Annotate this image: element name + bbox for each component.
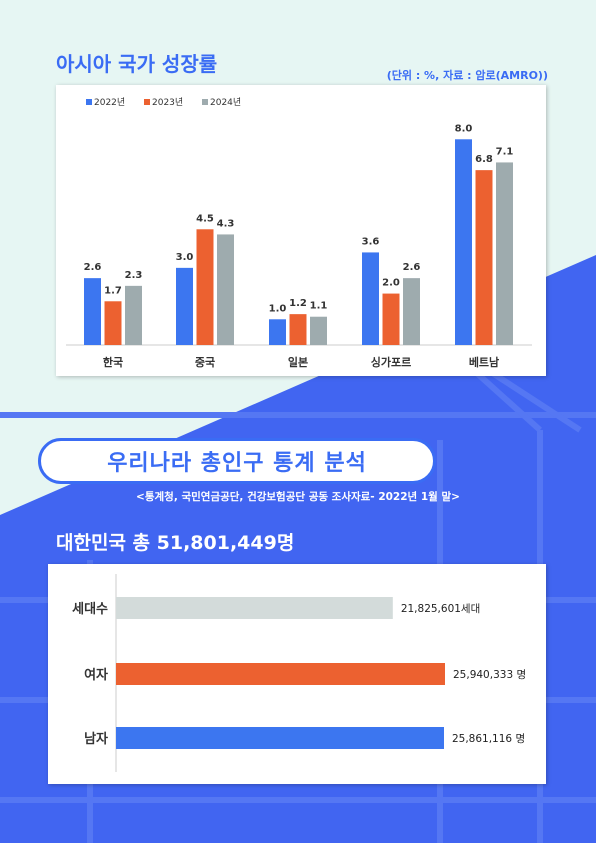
bar-2-1 xyxy=(289,314,307,345)
bar-label-1-2: 4.3 xyxy=(217,218,235,229)
bar-label-0-2: 2.3 xyxy=(125,270,143,281)
growth-bar-chart: 2022년 2023년 2024년 2.6 1.72.3 한국 3.0 4.5 4.3 중국 1.0… xyxy=(66,97,532,369)
bar-label-1-0: 3.0 xyxy=(176,252,194,263)
hbar-label-2: 25,861,116 명 xyxy=(452,733,525,745)
bar-4-1 xyxy=(475,170,493,345)
bar-0-2 xyxy=(125,285,142,345)
category-label-1: 중국 xyxy=(195,356,215,369)
population-banner: 우리나라 총인구 통계 분석 xyxy=(38,438,436,484)
bar-label-4-2: 7.1 xyxy=(496,146,514,157)
legend-label-1: 2023년 xyxy=(152,97,183,108)
bar-label-0-0: 2.6 xyxy=(84,262,102,273)
bar-3-1 xyxy=(382,293,400,345)
bar-3-0 xyxy=(362,252,379,345)
bar-label-3-0: 3.6 xyxy=(362,236,380,247)
bar-0-1 xyxy=(104,301,122,345)
bar-0-0 xyxy=(84,278,101,345)
bar-label-3-2: 2.6 xyxy=(403,262,421,273)
bar-1-2 xyxy=(217,234,234,345)
hbar-0 xyxy=(116,597,393,619)
hbar-1 xyxy=(116,663,445,685)
bar-1-1 xyxy=(196,229,214,345)
legend-label-0: 2022년 xyxy=(94,97,125,108)
growth-chart-title: 아시아 국가 성장률 xyxy=(56,52,218,76)
bar-label-2-0: 1.0 xyxy=(269,303,287,314)
hbar-category-2: 남자 xyxy=(84,731,108,747)
bar-1-0 xyxy=(176,267,193,345)
category-label-3: 싱가포르 xyxy=(371,355,411,369)
category-label-4: 베트남 xyxy=(469,355,499,369)
bar-3-2 xyxy=(403,278,420,345)
population-total-title: 대한민국 총 51,801,449명 xyxy=(56,532,295,554)
bar-2-2 xyxy=(310,316,327,345)
hbar-2 xyxy=(116,727,444,749)
hbar-label-1: 25,940,333 명 xyxy=(453,669,526,681)
hbar-category-0: 세대수 xyxy=(72,602,108,617)
bar-4-2 xyxy=(496,162,513,345)
bar-label-0-1: 1.7 xyxy=(104,285,122,296)
category-label-2: 일본 xyxy=(288,355,308,369)
hbar-category-1: 여자 xyxy=(84,667,108,683)
bar-label-1-1: 4.5 xyxy=(196,213,214,224)
bar-2-0 xyxy=(269,319,286,345)
legend-swatch-1 xyxy=(144,99,150,105)
legend-label-2: 2024년 xyxy=(210,97,241,108)
legend-swatch-2 xyxy=(202,99,208,105)
bar-label-2-2: 1.1 xyxy=(310,301,328,312)
hbar-label-0: 21,825,601세대 xyxy=(401,603,480,615)
bar-label-2-1: 1.2 xyxy=(289,298,307,309)
category-label-0: 한국 xyxy=(103,355,123,369)
growth-chart-unit-note: (단위 : %, 자료 : 암로(AMRO)) xyxy=(386,69,548,82)
bar-4-0 xyxy=(455,139,472,345)
bar-label-4-1: 6.8 xyxy=(475,154,493,165)
population-source-note: <통계청, 국민연금공단, 건강보험공단 공동 조사자료- 2022년 1월 말… xyxy=(136,491,460,503)
bar-label-3-1: 2.0 xyxy=(382,278,400,289)
legend-swatch-0 xyxy=(86,99,92,105)
bar-label-4-0: 8.0 xyxy=(455,123,473,134)
growth-chart-card: 2022년 2023년 2024년 2.6 1.7 2.3 한국 3.0 4.5 4.3 중국 1.0… xyxy=(56,85,546,376)
